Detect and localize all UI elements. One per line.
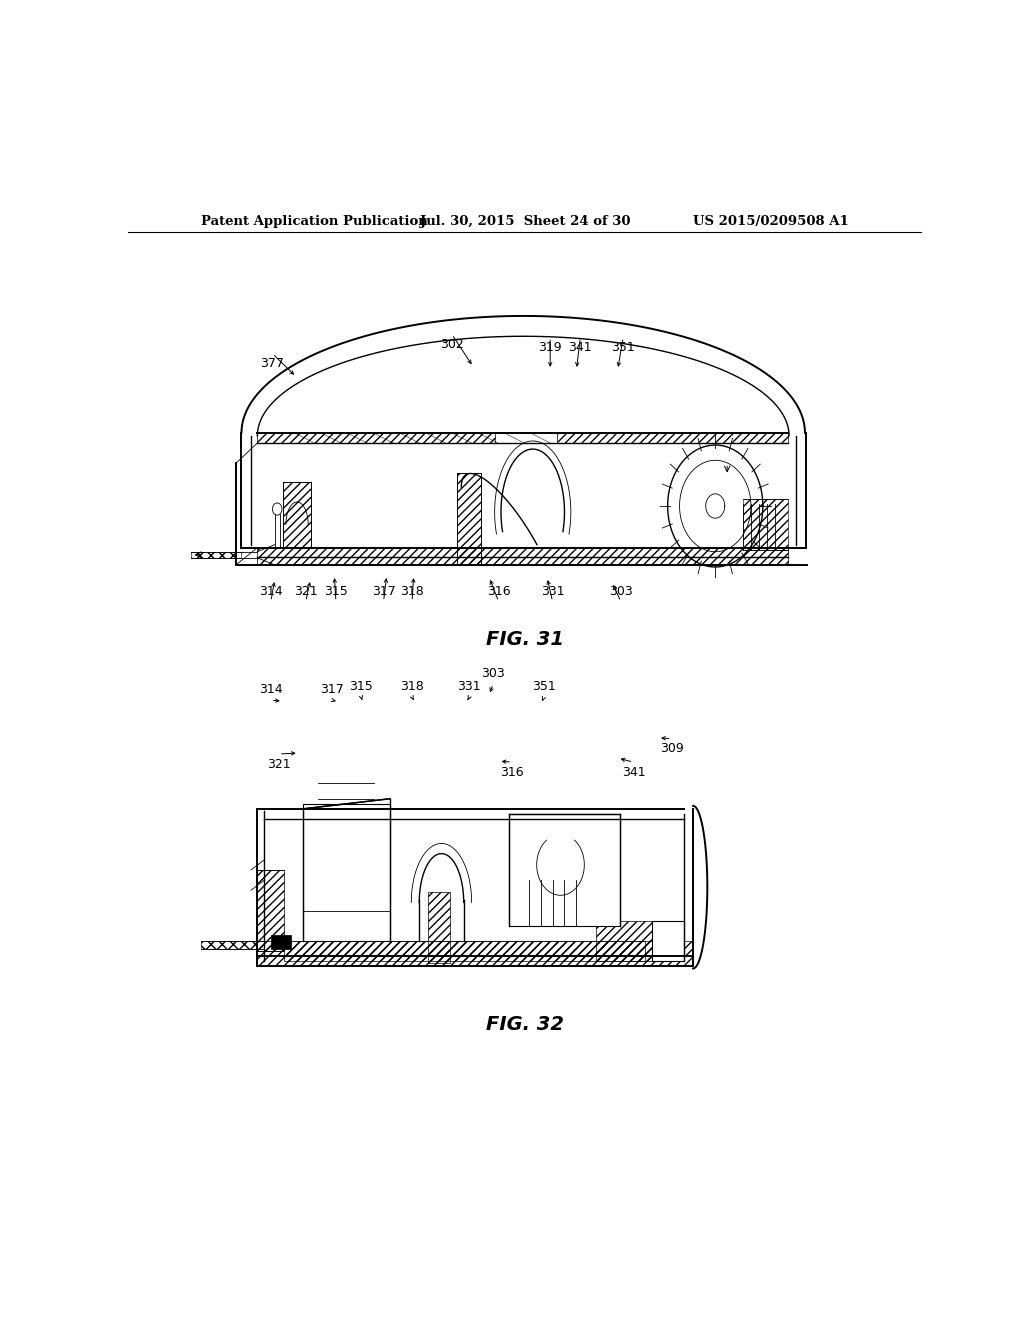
Text: 317: 317 bbox=[372, 585, 395, 598]
Text: 303: 303 bbox=[481, 667, 505, 680]
Bar bbox=[557, 433, 788, 444]
Bar bbox=[743, 499, 788, 549]
Text: 309: 309 bbox=[659, 742, 683, 755]
Bar bbox=[652, 921, 684, 961]
Bar bbox=[257, 941, 693, 966]
Bar bbox=[458, 474, 481, 565]
Text: 351: 351 bbox=[532, 680, 556, 693]
Text: 316: 316 bbox=[501, 766, 524, 779]
Text: 314: 314 bbox=[259, 585, 283, 598]
Bar bbox=[596, 921, 684, 961]
Bar bbox=[509, 814, 621, 925]
Bar bbox=[257, 870, 285, 952]
Text: Patent Application Publication: Patent Application Publication bbox=[201, 215, 428, 228]
Text: Jul. 30, 2015  Sheet 24 of 30: Jul. 30, 2015 Sheet 24 of 30 bbox=[420, 215, 630, 228]
Text: 331: 331 bbox=[541, 585, 564, 598]
Bar bbox=[270, 935, 291, 949]
Text: 377: 377 bbox=[260, 358, 285, 370]
Text: 314: 314 bbox=[259, 684, 283, 697]
Bar bbox=[303, 804, 390, 941]
Text: 318: 318 bbox=[400, 585, 424, 598]
Text: US 2015/0209508 A1: US 2015/0209508 A1 bbox=[693, 215, 849, 228]
Text: FIG. 32: FIG. 32 bbox=[485, 1015, 564, 1034]
Text: 331: 331 bbox=[458, 680, 481, 693]
Text: 316: 316 bbox=[486, 585, 510, 598]
Text: 341: 341 bbox=[568, 341, 592, 354]
Bar bbox=[428, 892, 451, 964]
Text: 341: 341 bbox=[622, 766, 645, 779]
Text: FIG. 31: FIG. 31 bbox=[485, 630, 564, 648]
Bar bbox=[285, 941, 645, 961]
Bar bbox=[201, 941, 257, 949]
Bar bbox=[257, 548, 788, 565]
Text: 321: 321 bbox=[267, 758, 291, 771]
Bar bbox=[257, 433, 496, 444]
Text: 317: 317 bbox=[321, 684, 344, 697]
Bar bbox=[524, 880, 616, 925]
Text: 315: 315 bbox=[349, 680, 373, 693]
Text: 303: 303 bbox=[609, 585, 633, 598]
Text: 319: 319 bbox=[539, 341, 562, 354]
Text: 302: 302 bbox=[440, 338, 464, 351]
Bar bbox=[283, 482, 310, 548]
Text: 321: 321 bbox=[294, 585, 317, 598]
Text: 351: 351 bbox=[611, 341, 635, 354]
Bar bbox=[191, 552, 242, 558]
Text: 318: 318 bbox=[400, 680, 424, 693]
Text: 315: 315 bbox=[324, 585, 348, 598]
